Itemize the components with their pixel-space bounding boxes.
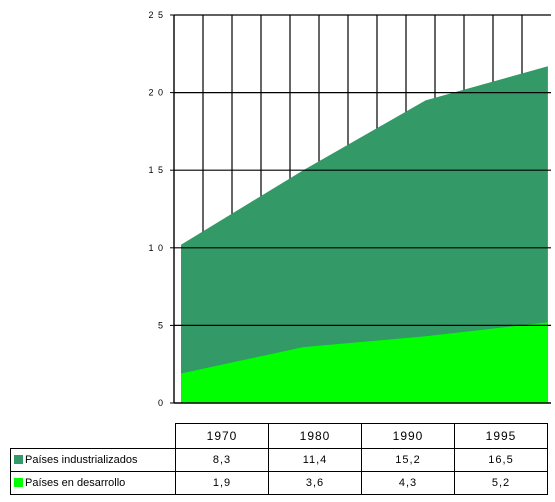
table-cell: 3,6 [268, 471, 362, 495]
y-tick-label: 0 [158, 398, 164, 408]
data-table: 1970 1980 1990 1995 Países industrializa… [10, 423, 548, 495]
table-year-header: 1970 [175, 423, 269, 449]
table-cell: 16,5 [454, 448, 548, 472]
y-tick-label: 2 5 [148, 10, 164, 20]
table-header-row: 1970 1980 1990 1995 [11, 423, 548, 449]
row-label-desarrollo: Países en desarrollo [25, 477, 126, 489]
table-year-header: 1995 [454, 423, 548, 449]
table-cell: 15,2 [361, 448, 455, 472]
table-cell: 1,9 [175, 471, 269, 495]
legend-swatch-industrializados [14, 455, 23, 464]
table-row-industrializados: Países industrializados 8,3 11,4 15,2 16… [10, 448, 548, 472]
row-label-cell: Países en desarrollo [10, 471, 176, 495]
y-tick-label: 2 0 [148, 88, 164, 98]
table-cell: 5,2 [454, 471, 548, 495]
legend-swatch-desarrollo [14, 478, 23, 487]
area-series-desarrollo [181, 322, 548, 403]
table-cell: 4,3 [361, 471, 455, 495]
row-label-cell: Países industrializados [10, 448, 176, 472]
table-cell: 11,4 [268, 448, 362, 472]
table-cell: 8,3 [175, 448, 269, 472]
y-tick-label: 1 5 [148, 165, 164, 175]
table-year-header: 1990 [361, 423, 455, 449]
table-row-desarrollo: Países en desarrollo 1,9 3,6 4,3 5,2 [10, 471, 548, 495]
y-tick-label: 1 0 [148, 243, 164, 253]
stacked-area-chart: 0 5 1 0 1 5 2 0 2 5 [148, 10, 551, 408]
y-tick-label: 5 [158, 320, 164, 330]
area-series-industrializados [181, 66, 548, 403]
table-corner [11, 424, 176, 449]
row-label-industrializados: Países industrializados [25, 454, 138, 466]
table-year-header: 1980 [268, 423, 362, 449]
